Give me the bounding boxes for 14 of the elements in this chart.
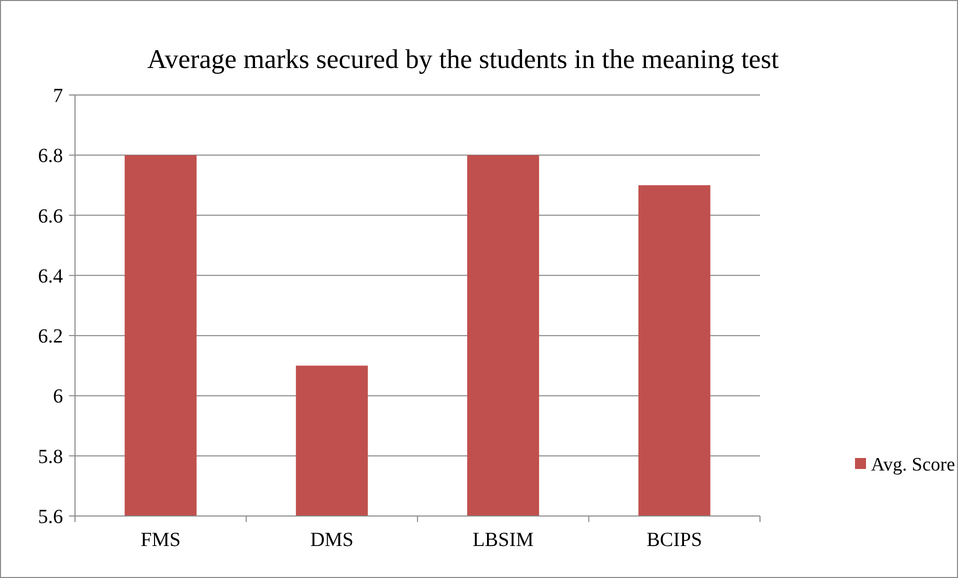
x-tick-label: LBSIM <box>472 529 534 551</box>
x-tick-label: BCIPS <box>646 529 702 551</box>
x-tick-label: DMS <box>310 529 354 551</box>
chart-title: Average marks secured by the students in the meaning test <box>147 44 780 74</box>
x-tick-label: FMS <box>140 529 181 551</box>
y-tick-label: 7 <box>53 85 63 107</box>
y-tick-label: 5.6 <box>38 506 63 528</box>
y-tick-label: 6.4 <box>38 265 63 288</box>
legend-label: Avg. Score <box>871 454 956 476</box>
y-tick-label: 6 <box>53 386 63 408</box>
y-tick-label: 5.8 <box>38 446 63 468</box>
y-tick-label: 6.6 <box>38 205 63 228</box>
y-tick-label: 6.8 <box>38 145 63 168</box>
y-tick-label: 6.2 <box>38 326 63 348</box>
